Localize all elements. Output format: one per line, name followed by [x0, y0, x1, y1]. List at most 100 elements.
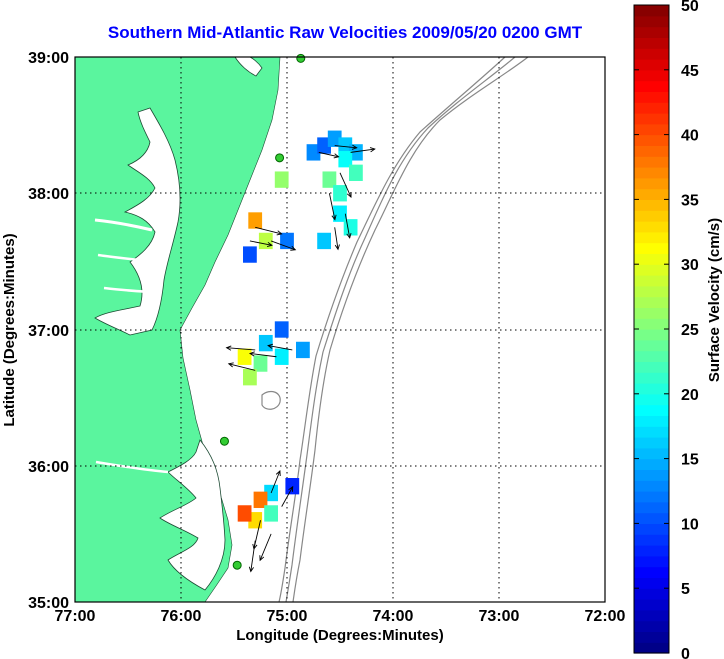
colorbar-band — [634, 80, 669, 92]
colorbar-band — [634, 609, 669, 622]
velocity-vector-shaft — [270, 240, 296, 251]
colorbar-band — [634, 307, 669, 319]
velocity-vector-head — [288, 485, 294, 492]
colorbar-band — [634, 145, 669, 157]
x-axis-label: Longitude (Degrees:Minutes) — [236, 627, 444, 644]
velocity-cell — [243, 246, 257, 263]
colorbar-band — [634, 469, 669, 481]
velocity-vector-head — [248, 566, 254, 573]
rappahannock-river — [97, 253, 161, 264]
velocity-cell — [333, 185, 347, 202]
velocity-cell — [248, 512, 263, 529]
velocity-vector — [255, 226, 283, 236]
velocity-vector-shaft — [350, 148, 375, 153]
velocity-vector-shaft — [249, 240, 272, 246]
colorbar-band — [634, 69, 669, 82]
x-tick-label: 72:00 — [585, 608, 626, 625]
velocity-vector — [259, 533, 272, 562]
velocity-cell — [237, 348, 252, 365]
velocity-vector-head — [331, 214, 337, 221]
x-tick-label: 77:00 — [55, 608, 96, 625]
colorbar-band — [634, 102, 669, 114]
x-tick-label: 76:00 — [161, 608, 202, 625]
velocity-vector-head — [225, 345, 232, 351]
velocity-vector — [267, 343, 293, 351]
velocity-cell — [274, 171, 289, 188]
colorbar-band — [634, 599, 669, 611]
colorbar-tick-label: 20 — [681, 387, 699, 404]
colorbar-band — [634, 156, 669, 168]
velocity-cell — [333, 205, 347, 222]
colorbar-band — [634, 426, 669, 438]
velocity-vector-shaft — [318, 151, 339, 158]
velocity-cell — [248, 212, 263, 229]
velocity-vector-head — [334, 244, 340, 251]
colorbar-tick-label: 25 — [681, 322, 699, 339]
velocity-cell — [237, 505, 252, 522]
bathymetry-contour-inner — [278, 56, 506, 603]
velocity-vector — [249, 240, 273, 248]
colorbar-band — [634, 545, 669, 557]
colorbar-tick-label: 10 — [681, 516, 699, 533]
colorbar-band — [634, 491, 669, 503]
velocity-vector-shaft — [281, 486, 294, 507]
velocity-cell — [264, 505, 278, 522]
colorbar-band — [634, 221, 669, 233]
colorbar-band — [634, 5, 669, 17]
colorbar-band — [634, 458, 669, 470]
velocity-vector-head — [248, 351, 255, 357]
chesapeake-bay — [94, 107, 181, 336]
colorbar-tick-label: 35 — [681, 192, 699, 209]
velocity-vector-shaft — [228, 363, 256, 371]
potomac-river — [94, 218, 153, 232]
velocity-cell — [349, 164, 363, 181]
colorbar-band — [634, 555, 669, 568]
colorbar-band — [634, 264, 669, 276]
velocity-vector — [248, 540, 256, 573]
colorbar-band — [634, 361, 669, 373]
pamlico-sound — [159, 439, 226, 591]
colorbar-ticks: 0 5 10 15 20 25 30 35 40 45 50 — [634, 0, 699, 659]
velocity-vector-shaft — [339, 172, 352, 198]
radar-station-marker — [296, 53, 306, 63]
velocity-cell — [274, 321, 289, 338]
colorbar-band — [634, 588, 669, 600]
colorbar-band — [634, 480, 669, 492]
y-tick-label: 37:00 — [28, 323, 69, 340]
velocity-vector-shaft — [334, 227, 339, 250]
velocity-cell — [306, 144, 321, 161]
velocity-cell — [322, 171, 337, 188]
velocity-vector-head — [290, 245, 297, 251]
colorbar-band — [634, 339, 669, 352]
velocity-cell — [317, 137, 331, 154]
colorbar-bands — [634, 5, 669, 654]
x-tick-label: 73:00 — [479, 608, 520, 625]
colorbar-tick-label: 15 — [681, 452, 699, 469]
velocity-vector-shaft — [344, 213, 351, 238]
velocity-cell — [349, 144, 363, 161]
colorbar-band — [634, 91, 669, 103]
chart-title: Southern Mid-Atlantic Raw Velocities 200… — [108, 23, 583, 42]
colorbar-band — [634, 566, 669, 578]
colorbar-tick-label: 50 — [681, 0, 699, 15]
y-tick-label: 39:00 — [28, 50, 69, 67]
colorbar-tick-label: 45 — [681, 63, 699, 80]
colorbar-band — [634, 437, 669, 449]
bathymetry-contour-outer — [292, 56, 529, 603]
colorbar-band — [634, 15, 669, 28]
colorbar-band — [634, 134, 669, 146]
velocity-vector-head — [267, 343, 274, 349]
colorbar-band — [634, 231, 669, 244]
colorbar-band — [634, 113, 669, 125]
colorbar-band — [634, 329, 669, 341]
velocity-vector-shaft — [259, 533, 272, 561]
velocity-vector-head — [227, 362, 234, 368]
y-tick-label: 36:00 — [28, 459, 69, 476]
colorbar-band — [634, 534, 669, 546]
velocity-vector-shaft — [255, 226, 282, 235]
colorbar-band — [634, 296, 669, 308]
velocity-cell — [327, 130, 342, 147]
velocity-cell — [317, 232, 331, 250]
velocity-vector — [248, 351, 277, 358]
